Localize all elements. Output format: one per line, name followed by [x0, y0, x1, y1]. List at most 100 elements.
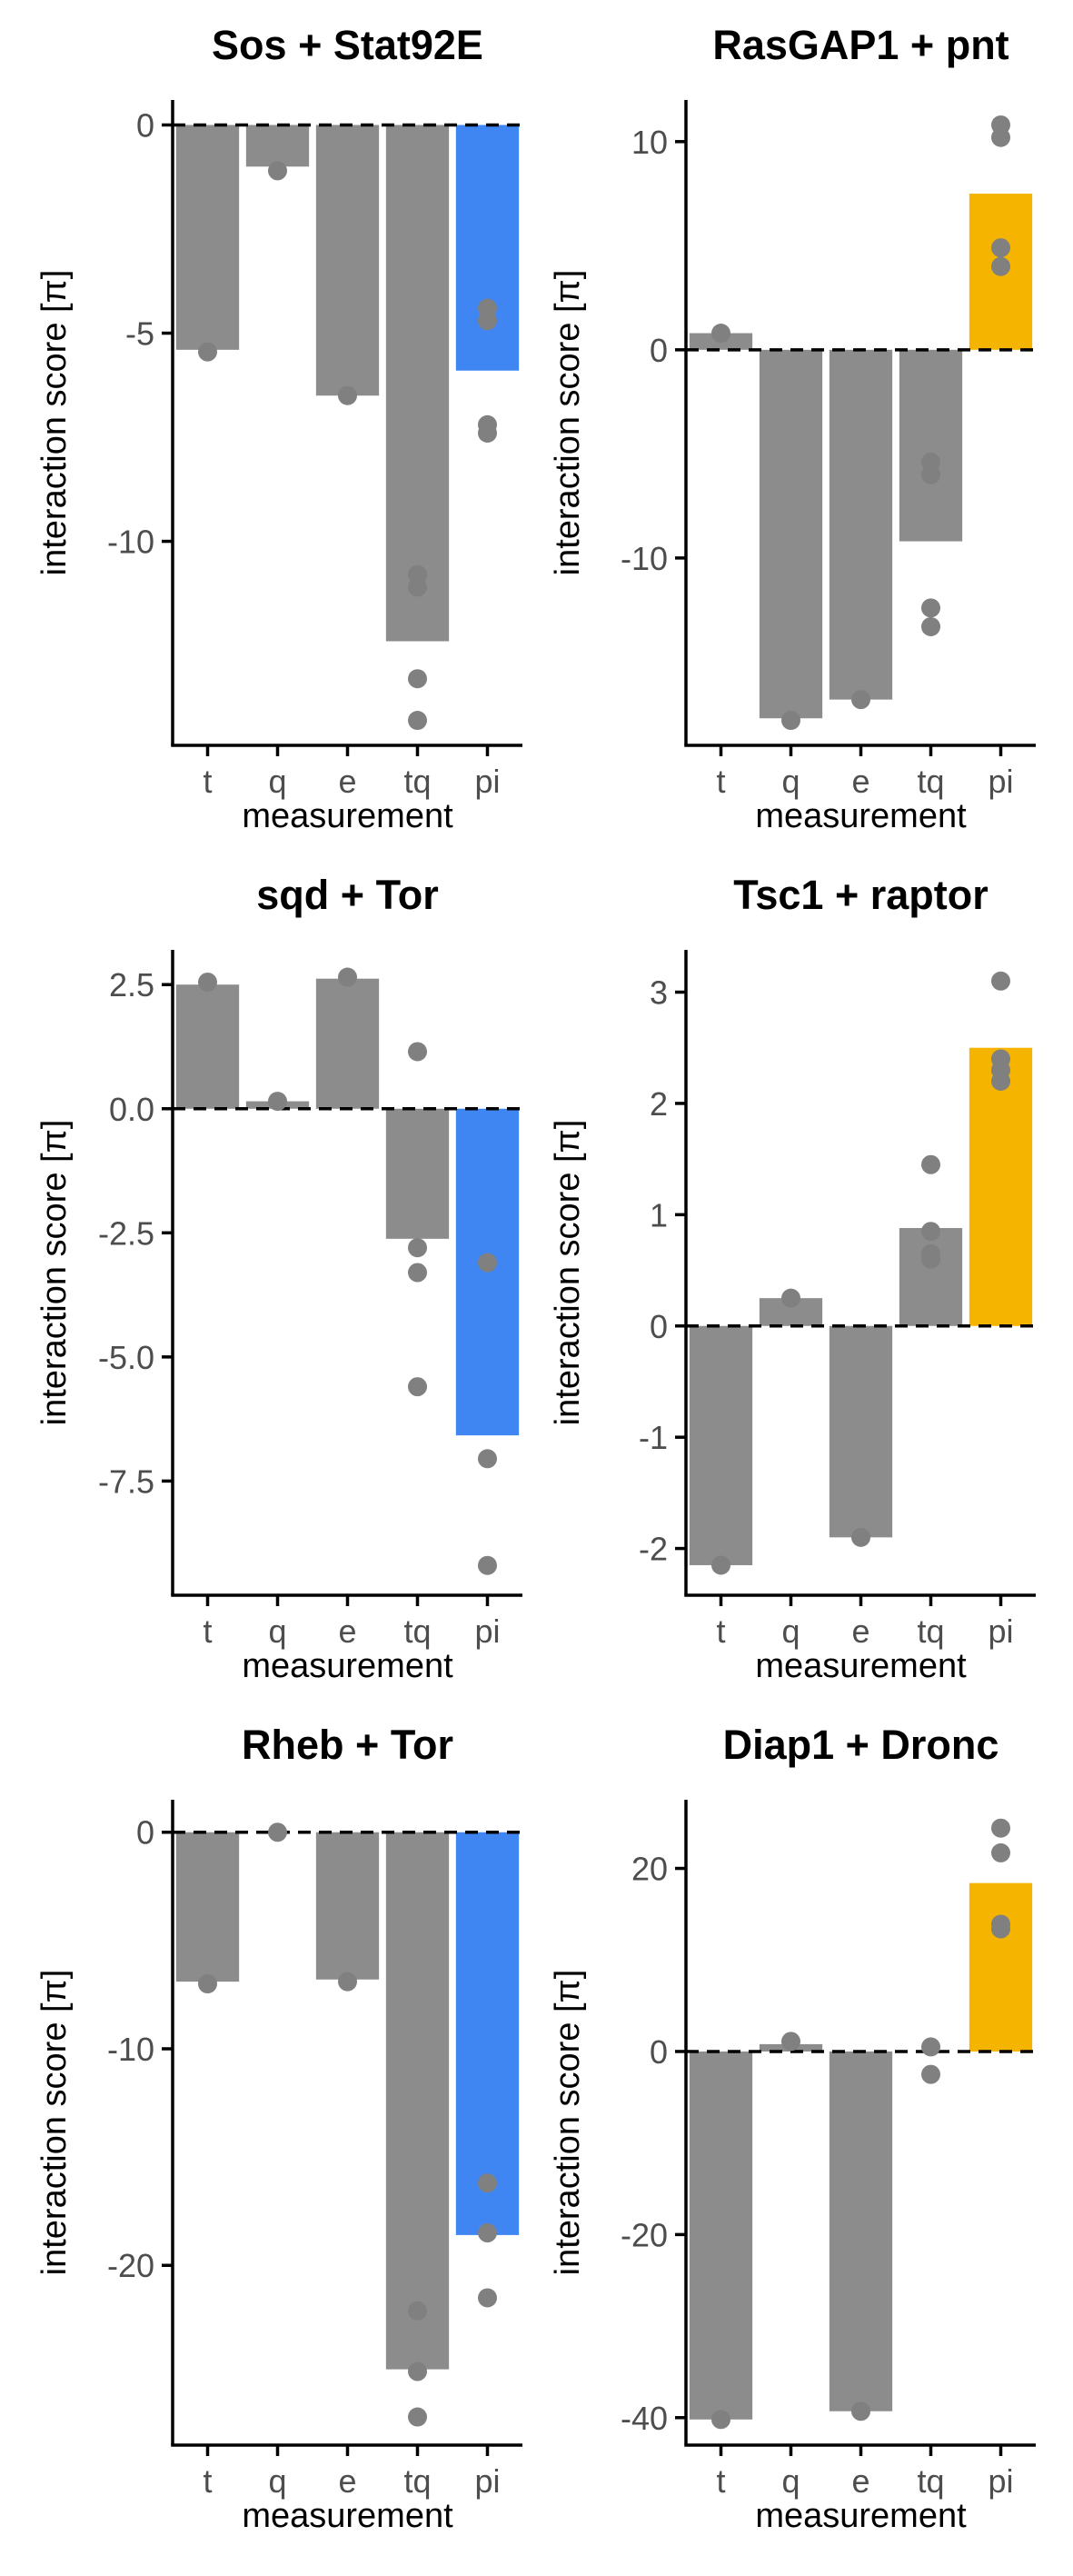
points [711, 971, 1010, 1575]
data-point-t [198, 342, 217, 362]
y-tick-label: -40 [621, 2400, 668, 2437]
y-tick-label: 2 [650, 1085, 668, 1123]
x-tick-label: e [851, 1612, 869, 1650]
x-axis-label: measurement [242, 797, 453, 835]
y-tick-label: 0 [650, 332, 668, 369]
x-tick-label: e [338, 2462, 356, 2500]
data-point-t [198, 973, 217, 992]
data-point-pi [991, 127, 1010, 147]
bar-t [175, 125, 240, 350]
bar-t [175, 1832, 240, 1982]
data-point-q [781, 711, 800, 731]
x-tick-label: t [716, 763, 725, 800]
x-tick-label: t [716, 2462, 725, 2500]
bars [175, 1832, 520, 2370]
bars [175, 978, 520, 1436]
y-axis-label: interaction score [π] [35, 1120, 74, 1426]
x-axis-label: measurement [755, 2497, 967, 2535]
y-tick-label: -10 [107, 2031, 154, 2068]
x-tick-label: q [268, 763, 286, 800]
chart-title: Diap1 + Dronc [723, 1722, 999, 1768]
bars [689, 194, 1033, 719]
bar-t [689, 2051, 753, 2420]
data-point-e [851, 1527, 870, 1547]
y-ticks: 0 -5 -10 [107, 106, 173, 561]
data-point-pi [478, 2173, 497, 2193]
x-tick-label: q [781, 763, 800, 800]
chart-title: Rheb + Tor [242, 1722, 453, 1768]
bar-tq [385, 125, 450, 642]
bar-e [829, 1325, 893, 1538]
bar-e [315, 125, 380, 396]
data-point-pi [991, 1818, 1010, 1838]
bar-tq [899, 349, 963, 542]
x-axis-label: measurement [755, 797, 967, 835]
data-point-tq [921, 1222, 940, 1242]
x-tick-label: e [338, 763, 356, 800]
chart-title: RasGAP1 + pnt [712, 22, 1008, 68]
bar-t [175, 984, 240, 1109]
y-tick-label: -1 [639, 1419, 668, 1456]
x-tick-label: q [781, 2462, 800, 2500]
bars [175, 125, 520, 642]
data-point-tq [921, 598, 940, 618]
bar-e [315, 978, 380, 1109]
y-tick-label: -10 [107, 524, 154, 561]
x-tick-label: e [851, 2462, 869, 2500]
x-tick-label: pi [474, 763, 500, 800]
data-point-q [268, 1822, 287, 1842]
y-tick-label: 0.0 [109, 1091, 154, 1128]
data-point-pi [478, 1555, 497, 1575]
bar-pi [969, 1882, 1033, 2052]
bar-pi [969, 1047, 1033, 1326]
data-point-t [198, 1974, 217, 1994]
data-point-tq [921, 1154, 940, 1174]
data-point-tq [921, 2037, 940, 2057]
bar-e [829, 2051, 893, 2411]
x-axis-label: measurement [755, 1647, 967, 1685]
chart-title: Tsc1 + raptor [733, 872, 989, 918]
bar-pi [455, 125, 520, 371]
data-point-tq [921, 464, 940, 484]
x-axis-label: measurement [242, 1647, 453, 1685]
x-tick-label: pi [474, 2462, 500, 2500]
data-point-e [338, 967, 357, 987]
x-ticks: t q e tq pi [203, 745, 501, 800]
y-tick-label: -7.5 [98, 1463, 154, 1500]
data-point-tq [921, 2064, 940, 2084]
x-axis-label: measurement [242, 2497, 453, 2535]
data-point-t [711, 324, 730, 344]
data-point-t [711, 1555, 730, 1575]
data-point-pi [991, 1842, 1010, 1862]
data-point-e [851, 2401, 870, 2421]
data-point-tq [921, 616, 940, 636]
x-tick-label: tq [403, 1612, 431, 1650]
x-tick-label: t [203, 1612, 212, 1650]
bar-tq [899, 1228, 963, 1326]
y-tick-label: -20 [107, 2247, 154, 2284]
data-point-e [851, 690, 870, 710]
y-ticks: 10 0 -10 [621, 124, 686, 577]
points [198, 1822, 497, 2427]
data-point-pi [478, 1449, 497, 1469]
y-tick-label: 3 [650, 974, 668, 1012]
y-axis-label: interaction score [π] [35, 1970, 74, 2276]
y-axis-label: interaction score [π] [549, 1120, 587, 1426]
data-point-pi [991, 1071, 1010, 1091]
x-ticks: t q e tq pi [716, 1595, 1014, 1650]
data-point-pi [478, 311, 497, 331]
y-tick-label: -5.0 [98, 1339, 154, 1376]
bar-tq [385, 1108, 450, 1239]
data-point-tq [408, 1238, 427, 1258]
x-tick-label: q [268, 2462, 286, 2500]
y-tick-label: -10 [621, 540, 668, 577]
data-point-pi [478, 423, 497, 443]
y-axis-label: interaction score [π] [549, 1970, 587, 2276]
x-tick-label: tq [917, 763, 944, 800]
